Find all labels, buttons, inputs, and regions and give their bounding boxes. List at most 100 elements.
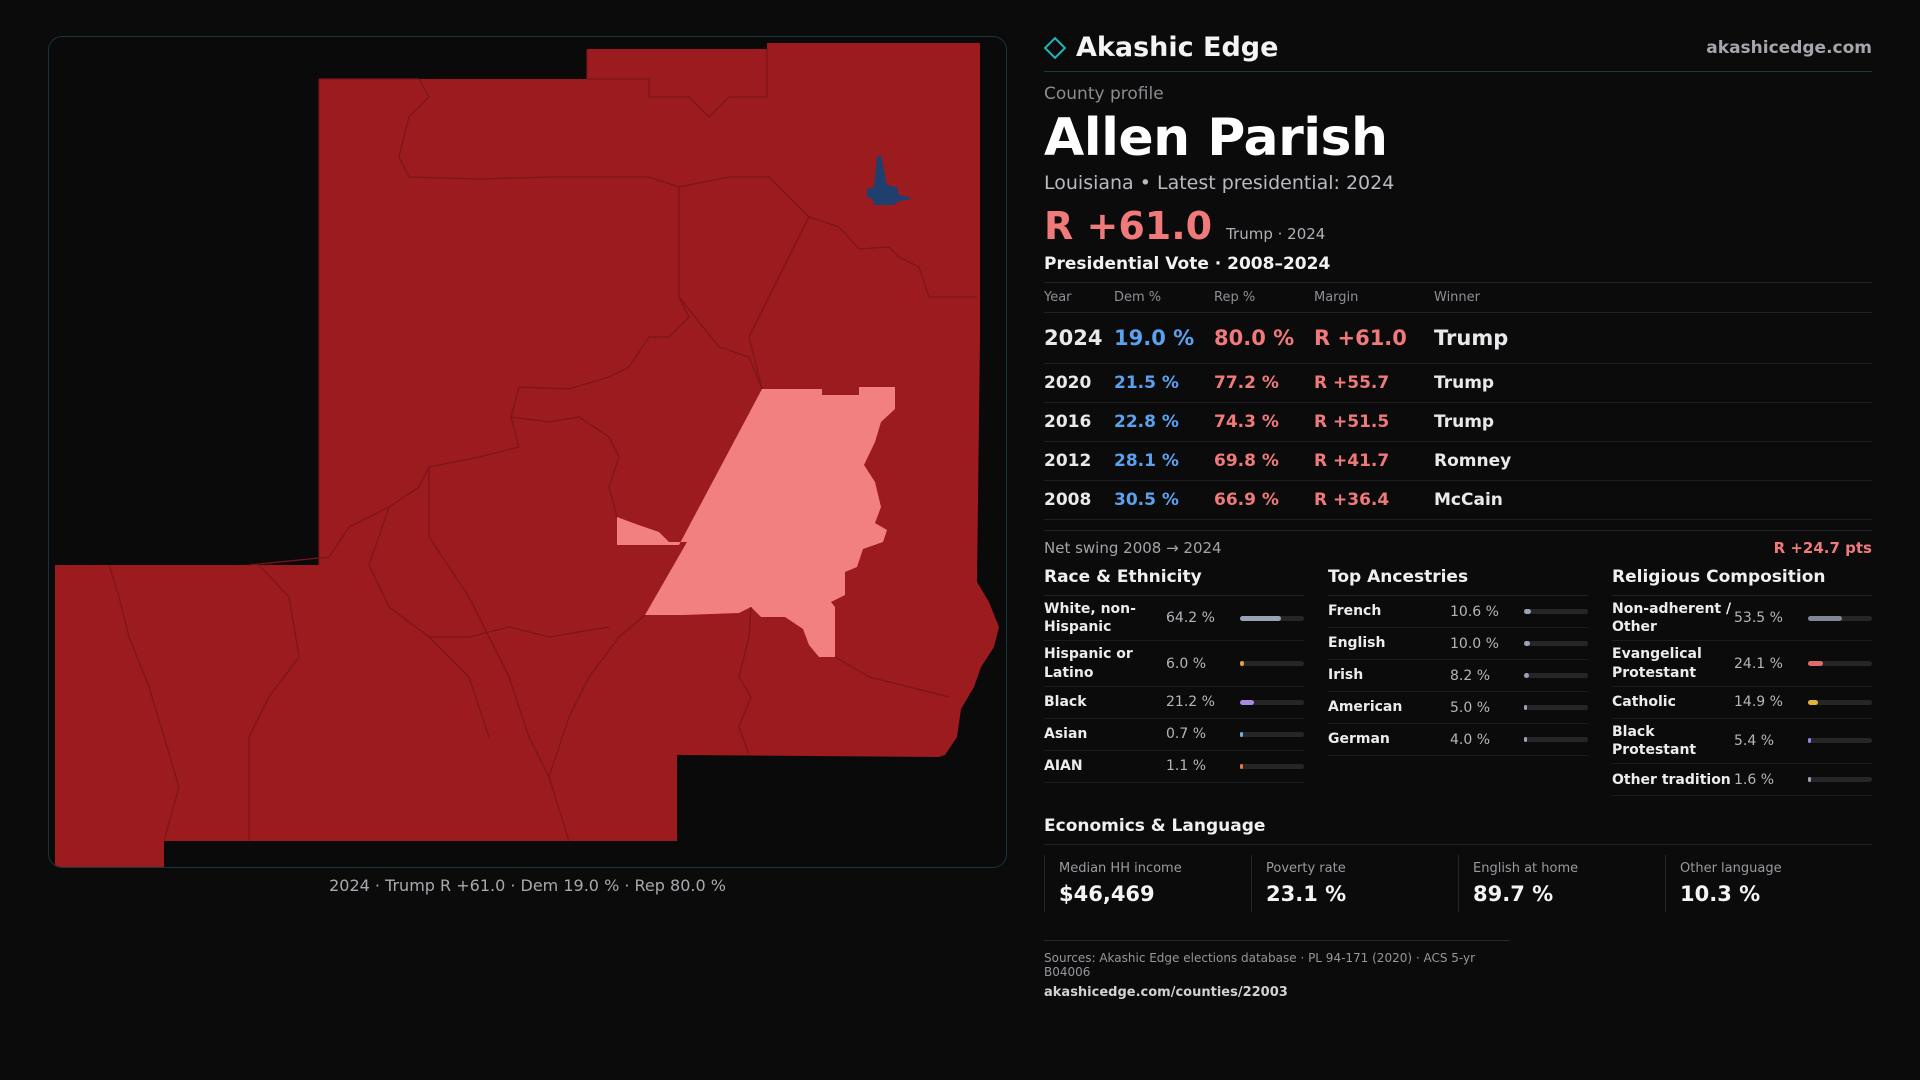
vote-cell-year: 2016 (1044, 402, 1114, 442)
vote-cell-dem: 22.8 % (1114, 402, 1214, 442)
race-bar-fill (1240, 661, 1244, 667)
religion-row: Catholic 14.9 % (1612, 687, 1872, 719)
county-url-link[interactable]: akashicedge.com/counties/22003 (1044, 985, 1288, 1001)
race-bar-fill (1240, 615, 1282, 621)
profile-eyebrow: County profile (1044, 84, 1164, 104)
ancestry-bar-fill (1524, 705, 1528, 710)
econ-value: $46,469 (1059, 882, 1155, 907)
column-header-margin: Margin (1314, 282, 1434, 313)
ancestry-value: 8.2 % (1450, 667, 1491, 684)
race-bar-fill (1240, 731, 1243, 737)
religion-bar-fill (1808, 738, 1812, 744)
vote-cell-winner: McCain (1434, 480, 1872, 520)
diamond-logo-icon (1044, 36, 1066, 59)
religion-bar-track (1808, 777, 1872, 783)
ancestry-value: 10.6 % (1450, 603, 1499, 620)
presidential-vote-table: Year Dem % Rep % Margin Winner 2024 19.0 … (1044, 282, 1872, 520)
religion-bar-fill (1808, 615, 1843, 621)
econ-value: 10.3 % (1680, 882, 1761, 907)
race-heading: Race & Ethnicity (1044, 567, 1304, 596)
vote-cell-margin: R +36.4 (1314, 480, 1434, 520)
race-label: AIAN (1044, 758, 1083, 775)
race-row: Asian 0.7 % (1044, 719, 1304, 751)
race-value: 6.0 % (1166, 655, 1207, 672)
vote-row: 2024 19.0 % 80.0 % R +61.0 Trump (1044, 312, 1872, 364)
religion-bar-fill (1808, 777, 1811, 783)
ancestry-bar-fill (1524, 737, 1527, 742)
headline-note: Trump · 2024 (1226, 225, 1326, 243)
econ-label: Poverty rate (1266, 861, 1346, 877)
race-value: 1.1 % (1166, 758, 1207, 775)
religion-row: Evangelical Protestant 24.1 % (1612, 641, 1872, 687)
vote-table-body: 2024 19.0 % 80.0 % R +61.0 Trump 2020 21.5 % 77… (1044, 312, 1872, 520)
vote-cell-dem: 28.1 % (1114, 441, 1214, 481)
headline-result: R +61.0 Trump · 2024 (1044, 204, 1872, 248)
ancestry-row: German 4.0 % (1328, 724, 1588, 756)
religion-label: Black Protestant (1612, 723, 1697, 758)
religion-value: 5.4 % (1734, 732, 1775, 749)
brand-name: Akashic Edge (1076, 32, 1279, 63)
race-bar-fill (1240, 763, 1243, 769)
vote-cell-rep: 69.8 % (1214, 441, 1314, 481)
vote-cell-dem: 19.0 % (1114, 312, 1214, 364)
sources-line: Sources: Akashic Edge elections database… (1044, 951, 1476, 980)
vote-cell-year: 2008 (1044, 480, 1114, 520)
race-label: Hispanic or Latino (1044, 646, 1133, 681)
ancestry-bar-track (1524, 641, 1588, 646)
religion-heading: Religious Composition (1612, 567, 1872, 596)
ancestry-list: French 10.6 % English 10.0 % Irish 8.2 % Ameri… (1328, 596, 1588, 756)
map-region-strong-rep[interactable] (55, 43, 999, 867)
ancestry-label: French (1328, 603, 1382, 620)
ancestry-bar-track (1524, 609, 1588, 614)
religion-label: Non-adherent / Other (1612, 601, 1732, 636)
ancestry-row: English 10.0 % (1328, 628, 1588, 660)
vote-row: 2012 28.1 % 69.8 % R +41.7 Romney (1044, 441, 1872, 481)
vote-cell-year: 2020 (1044, 363, 1114, 403)
econ-median-income: Median HH income $46,469 (1044, 855, 1251, 913)
econ-label: English at home (1473, 861, 1579, 877)
vote-cell-year: 2024 (1044, 312, 1114, 364)
headline-margin: R +61.0 (1044, 204, 1213, 248)
precinct-map[interactable] (48, 36, 1007, 868)
religion-row: Black Protestant 5.4 % (1612, 719, 1872, 765)
ancestry-label: German (1328, 731, 1390, 748)
ancestry-heading: Top Ancestries (1328, 567, 1588, 596)
religion-value: 53.5 % (1734, 610, 1783, 627)
brand-site-link[interactable]: akashicedge.com (1706, 37, 1872, 58)
religion-bar-fill (1808, 699, 1818, 705)
econ-label: Other language (1680, 861, 1782, 877)
net-swing: Net swing 2008 → 2024 R +24.7 pts (1044, 530, 1872, 557)
net-swing-value: R +24.7 pts (1773, 539, 1872, 557)
religion-label: Evangelical Protestant (1612, 646, 1702, 681)
vote-cell-winner: Romney (1434, 441, 1872, 481)
precinct-map-svg (55, 43, 999, 867)
vote-cell-winner: Trump (1434, 363, 1872, 403)
race-row: AIAN 1.1 % (1044, 751, 1304, 783)
race-list: White, non-Hispanic 64.2 % Hispanic or Lat… (1044, 596, 1304, 783)
race-value: 64.2 % (1166, 610, 1215, 627)
religion-row: Other tradition 1.6 % (1612, 764, 1872, 797)
vote-cell-rep: 74.3 % (1214, 402, 1314, 442)
brand[interactable]: Akashic Edge (1044, 32, 1278, 63)
map-region-dem[interactable] (867, 155, 911, 205)
religion-row: Non-adherent / Other 53.5 % (1612, 596, 1872, 642)
race-value: 0.7 % (1166, 726, 1207, 743)
economics-heading: Economics & Language (1044, 816, 1872, 846)
ancestry-bar-track (1524, 673, 1588, 678)
ancestry-row: Irish 8.2 % (1328, 660, 1588, 692)
econ-label: Median HH income (1059, 861, 1182, 877)
race-value: 21.2 % (1166, 694, 1215, 711)
ancestry-row: French 10.6 % (1328, 596, 1588, 628)
ancestries-section: Top Ancestries French 10.6 % English 10.0 %… (1328, 567, 1588, 796)
econ-value: 23.1 % (1266, 882, 1347, 907)
page-title: Allen Parish (1044, 108, 1388, 168)
religion-value: 1.6 % (1734, 771, 1775, 788)
race-label: Asian (1044, 726, 1088, 743)
econ-value: 89.7 % (1473, 882, 1554, 907)
demographics-grid: Race & Ethnicity White, non-Hispanic 64.2… (1044, 567, 1872, 797)
ancestry-value: 4.0 % (1450, 731, 1491, 748)
ancestry-bar-fill (1524, 609, 1531, 614)
table-header-row: Year Dem % Rep % Margin Winner (1044, 282, 1872, 313)
map-region-lean-rep[interactable] (617, 387, 895, 657)
ancestry-label: English (1328, 635, 1386, 652)
